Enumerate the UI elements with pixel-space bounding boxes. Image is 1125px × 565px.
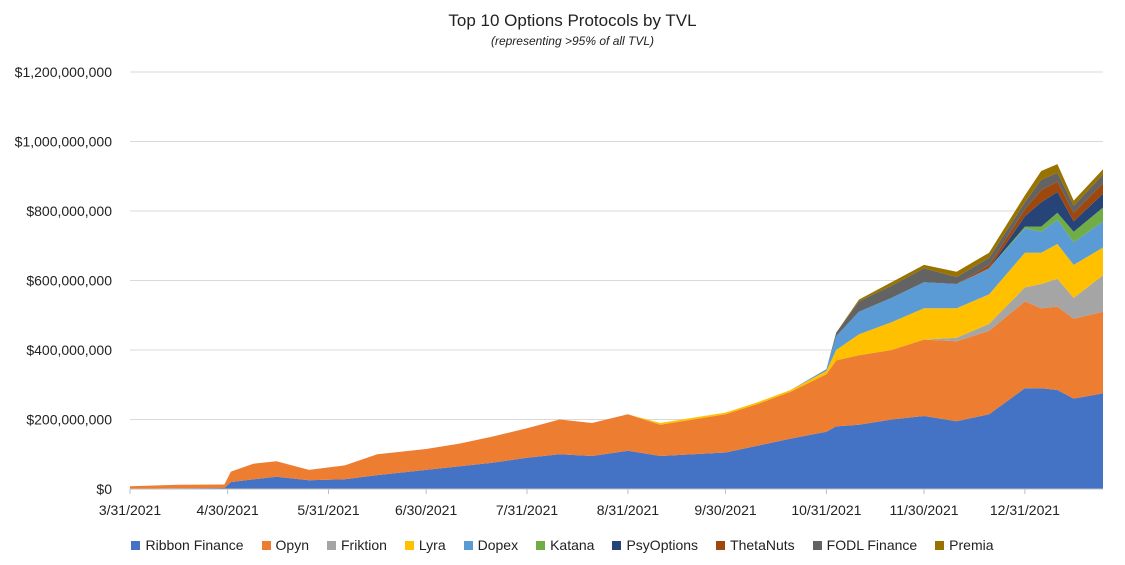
legend-label: Ribbon Finance: [145, 537, 244, 553]
y-tick-label: $800,000,000: [26, 203, 112, 219]
legend-swatch: [463, 540, 473, 550]
y-tick-label: $1,200,000,000: [15, 64, 113, 80]
legend-swatch: [612, 540, 622, 550]
legend-item-katana: Katana: [536, 535, 594, 555]
legend-swatch: [131, 540, 141, 550]
chart-title: Top 10 Options Protocols by TVL: [448, 11, 697, 30]
area-series: [130, 164, 1103, 489]
legend-label: FODL Finance: [826, 537, 918, 553]
x-tick-label: 9/30/2021: [694, 502, 756, 518]
legend-item-psyoptions: PsyOptions: [612, 535, 698, 555]
x-tick-label: 6/30/2021: [395, 502, 457, 518]
axes: $0 $200,000,000 $400,000,000 $600,000,000 $8…: [15, 64, 1103, 518]
legend-item-fodl-finance: FODL Finance: [812, 535, 918, 555]
legend-swatch: [327, 540, 336, 550]
legend-label: Friktion: [341, 537, 387, 553]
legend-label: Dopex: [477, 537, 519, 553]
legend-item-premia: Premia: [935, 535, 994, 555]
area-ribbon-finance: [130, 388, 1103, 489]
x-tick-label: 3/31/2021: [99, 502, 161, 518]
legend-swatch: [261, 540, 271, 550]
legend-swatch: [716, 540, 726, 550]
legend-label: Katana: [550, 537, 595, 553]
legend-label: Premia: [949, 537, 994, 553]
y-tick-label: $600,000,000: [26, 273, 112, 289]
legend-swatch: [404, 540, 414, 550]
y-tick-label: $200,000,000: [26, 412, 112, 428]
y-tick-label: $1,000,000,000: [15, 134, 113, 150]
legend-swatch: [935, 540, 945, 550]
legend-label: Lyra: [418, 537, 446, 553]
legend-item-dopex: Dopex: [463, 535, 519, 555]
x-tick-label: 7/31/2021: [496, 502, 558, 518]
area-opyn: [130, 301, 1103, 489]
x-tick-label: 11/30/2021: [890, 502, 959, 518]
legend-label: ThetaNuts: [730, 537, 795, 553]
y-tick-label: $400,000,000: [26, 342, 112, 358]
legend-swatch: [536, 540, 546, 550]
x-tick-label: 8/31/2021: [597, 502, 659, 518]
legend-label: PsyOptions: [626, 537, 699, 553]
x-tick-label: 4/30/2021: [196, 502, 258, 518]
x-tick-label: 5/31/2021: [297, 502, 359, 518]
chart-subtitle: (representing >95% of all TVL): [490, 34, 655, 48]
legend-item-lyra: Lyra: [404, 535, 446, 555]
legend-swatch: [812, 540, 822, 550]
legend-item-thetanuts: ThetaNuts: [716, 535, 795, 555]
legend-label: Opyn: [275, 537, 309, 553]
legend-item-ribbon-finance: Ribbon Finance: [131, 535, 244, 555]
legend-item-opyn: Opyn: [261, 535, 309, 555]
x-tick-label: 12/31/2021: [990, 502, 1060, 518]
legend: Ribbon Finance Opyn Friktion Lyra Dopex Katan…: [0, 535, 1125, 555]
y-tick-label: $0: [96, 481, 112, 497]
x-tick-label: 10/31/2021: [791, 502, 861, 518]
legend-item-friktion: Friktion: [327, 535, 387, 555]
